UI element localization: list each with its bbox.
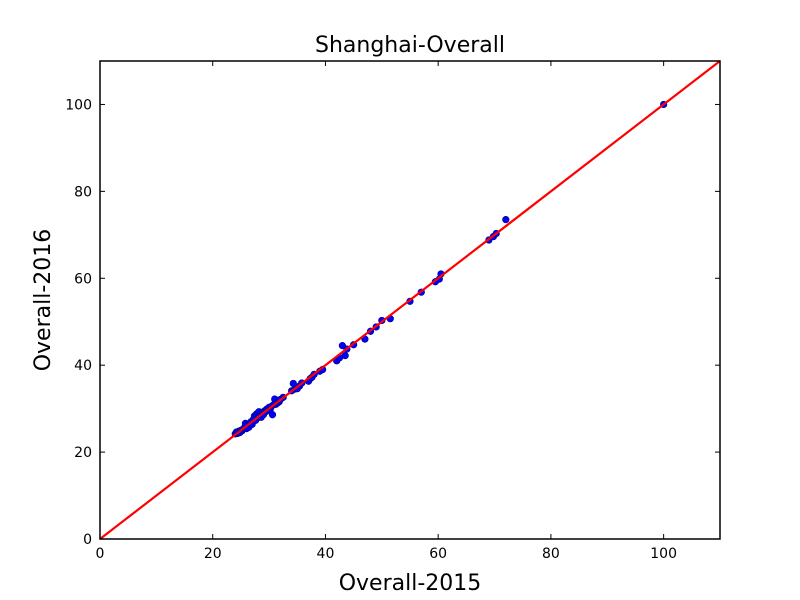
x-axis: 0 20 40 60 80 100 <box>96 61 677 562</box>
x-tick-label: 60 <box>429 546 447 562</box>
x-tick-label: 0 <box>96 546 105 562</box>
y-tick-label: 20 <box>74 445 92 461</box>
reference-line <box>99 60 721 540</box>
y-axis: 0 20 40 60 80 100 <box>65 97 720 548</box>
y-tick-label: 100 <box>65 97 92 113</box>
chart-title: Shanghai-Overall <box>315 33 505 58</box>
x-tick-label: 80 <box>542 546 560 562</box>
data-point <box>502 216 510 224</box>
x-tick-label: 100 <box>650 546 677 562</box>
axes-frame <box>99 60 721 540</box>
y-tick-label: 60 <box>74 271 92 287</box>
x-axis-title: Overall-2015 <box>339 571 482 596</box>
y-tick-label: 0 <box>83 532 92 548</box>
x-tick-label: 20 <box>204 546 222 562</box>
data-point <box>268 411 277 419</box>
y-tick-label: 40 <box>74 358 92 374</box>
data-point <box>341 352 349 360</box>
y-axis-title: Overall-2016 <box>31 229 56 372</box>
plot-area <box>99 60 721 540</box>
y-tick-label: 80 <box>74 184 92 200</box>
x-tick-label: 40 <box>317 546 335 562</box>
